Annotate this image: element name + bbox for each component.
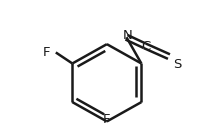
Text: N: N (123, 29, 133, 42)
Text: F: F (103, 113, 111, 126)
Text: F: F (43, 46, 50, 59)
Text: S: S (173, 58, 181, 71)
Text: C: C (141, 40, 150, 53)
